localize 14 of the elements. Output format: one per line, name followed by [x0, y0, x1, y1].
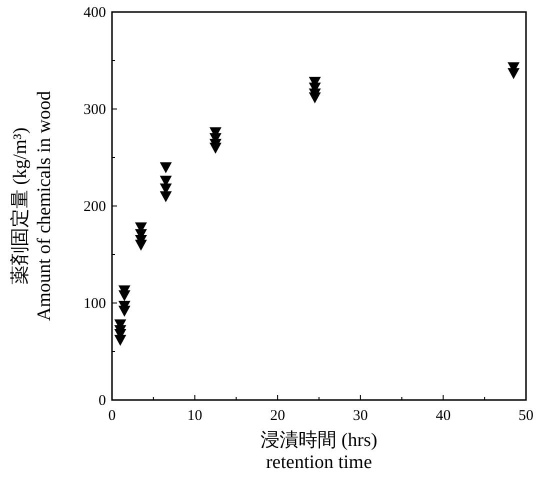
x-tick-label: 50: [518, 408, 534, 424]
x-tick-label: 40: [436, 408, 451, 424]
y-tick-label: 200: [84, 199, 106, 215]
x-tick-label: 0: [108, 408, 116, 424]
y-tick-label: 400: [84, 5, 106, 21]
point: [160, 162, 172, 174]
x-axis-title: 浸漬時間 (hrs) retention time: [260, 430, 378, 473]
y-tick-label: 300: [84, 102, 106, 118]
x-tick-label: 10: [187, 408, 202, 424]
y-tick-label: 0: [98, 393, 106, 409]
y-axis-title: 薬剤固定量 (kg/m³) Amount of chemicals in wood: [9, 90, 55, 322]
x-tick-label: 20: [270, 408, 286, 424]
y-tick-label: 100: [84, 296, 106, 312]
x-tick-label: 30: [352, 408, 368, 424]
